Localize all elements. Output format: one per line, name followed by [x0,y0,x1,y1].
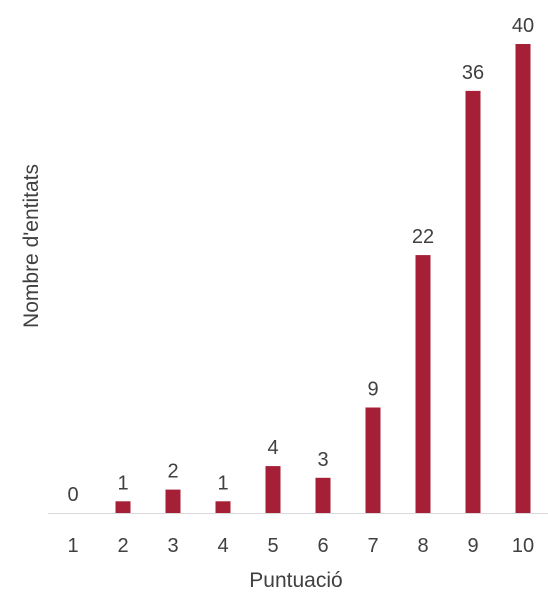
bar-2 [115,501,131,513]
bar-9 [465,90,481,514]
bar-4 [215,501,231,513]
x-tick-label-5: 5 [267,535,278,557]
data-label-7: 9 [367,379,378,401]
x-tick-label-7: 7 [367,535,378,557]
bar-5 [265,466,281,513]
data-label-9: 36 [462,62,484,84]
y-axis-title: Nombre d'entitats [20,164,43,328]
bar-8 [415,255,431,513]
data-labels-group: 0 1 2 1 4 3 9 22 36 40 [67,15,534,506]
x-tick-label-10: 10 [512,535,534,557]
bar-6 [315,477,331,513]
data-label-5: 4 [267,437,278,459]
bar-3 [165,489,181,513]
bars-group [115,44,531,514]
x-tick-label-8: 8 [417,535,428,557]
x-tick-label-6: 6 [317,535,328,557]
data-label-10: 40 [512,15,534,37]
x-tick-label-1: 1 [67,535,78,557]
x-tick-label-3: 3 [167,535,178,557]
x-tick-labels-group: 1 2 3 4 5 6 7 8 9 10 [67,535,534,557]
x-tick-label-2: 2 [117,535,128,557]
x-axis-title: Puntuació [249,569,342,592]
data-label-4: 1 [217,472,228,494]
data-label-8: 22 [412,226,434,248]
data-label-1: 0 [67,484,78,506]
data-label-3: 2 [167,461,178,483]
data-label-6: 3 [317,449,328,471]
x-tick-label-9: 9 [467,535,478,557]
data-label-2: 1 [117,472,128,494]
x-tick-label-4: 4 [217,535,228,557]
bar-7 [365,407,381,513]
bar-10 [515,44,531,513]
